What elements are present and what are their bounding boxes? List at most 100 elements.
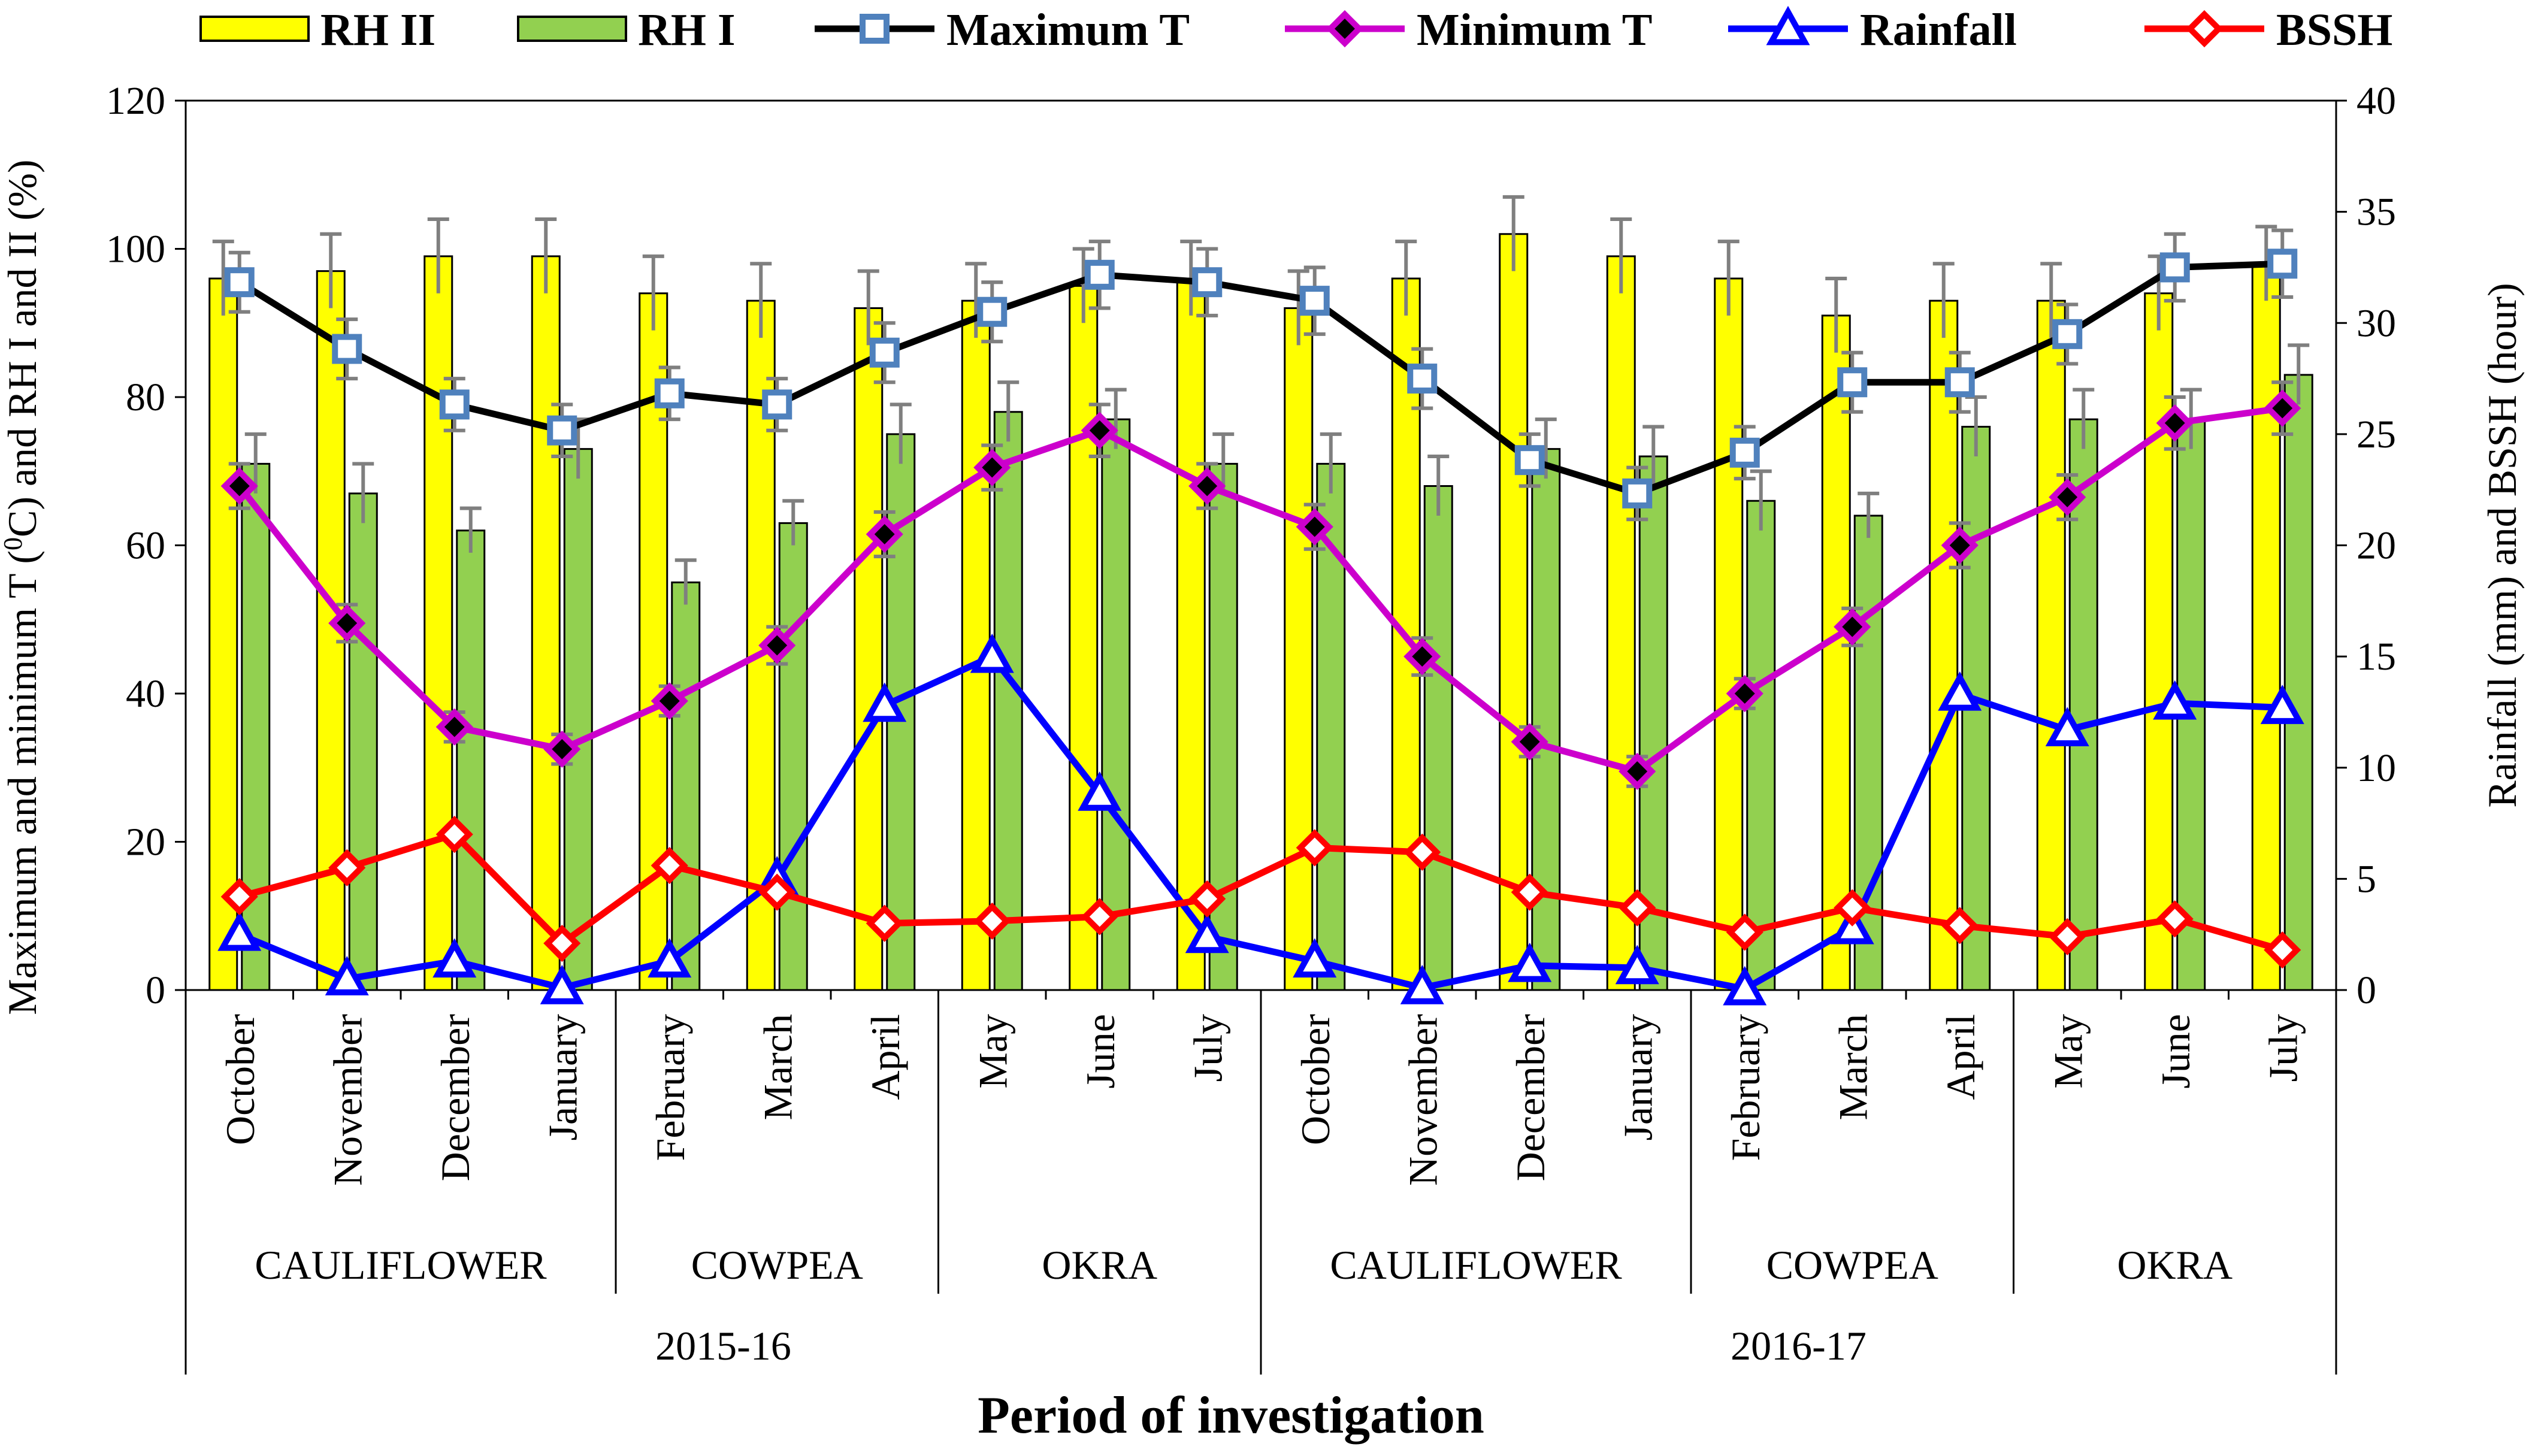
month-label: April: [1938, 1014, 1983, 1100]
legend-label-maximum-t: Maximum T: [946, 5, 1190, 55]
legend: RH II RH I Maximum T Minimum T Rainfall BSSH: [199, 5, 2392, 55]
point-maximum-t: [1299, 286, 1330, 316]
point-rainfall: [325, 956, 369, 995]
point-maximum-t: [1407, 364, 1438, 394]
point-bssh: [1726, 913, 1763, 951]
point-bssh: [220, 878, 258, 916]
month-label: October: [217, 1014, 263, 1145]
line-rainfall: [238, 653, 2283, 992]
axes: 0 20 40 60 80 100 120 0 5 10 15 20 25 30 35 40: [106, 79, 2396, 1375]
line-minimum-t: [237, 405, 2283, 775]
month-label: June: [2153, 1014, 2198, 1089]
y2-tick-label: 20: [2356, 524, 2396, 568]
point-maximum-t: [762, 389, 792, 420]
bar-rh-i: [2283, 374, 2313, 991]
point-bssh: [1941, 907, 1979, 945]
point-bssh: [973, 902, 1011, 940]
point-maximum-t: [1729, 437, 1760, 468]
point-minimum-t: [2049, 478, 2086, 516]
y2-tick-label: 0: [2356, 968, 2376, 1012]
point-maximum-t: [1192, 267, 1223, 298]
point-rainfall: [217, 911, 262, 951]
season-label: 2015-16: [655, 1323, 791, 1369]
legend-label-rh-i: RH I: [638, 5, 736, 55]
bar-rh-ii: [208, 277, 238, 991]
y2-tick-label: 30: [2356, 301, 2396, 345]
bar-rh-ii: [423, 255, 453, 991]
y2-tick-label: 40: [2356, 79, 2396, 123]
month-label: December: [1508, 1014, 1553, 1182]
y-tick-label: 120: [106, 79, 165, 123]
point-bssh: [1296, 829, 1333, 867]
bar-rh-ii: [1284, 307, 1314, 991]
point-maximum-t: [869, 337, 900, 368]
month-label: November: [325, 1014, 370, 1186]
point-minimum-t: [1188, 467, 1226, 505]
bar-rh-ii: [1929, 299, 1959, 991]
point-minimum-t: [1619, 752, 1656, 791]
legend-marker-maximum-t: [860, 14, 890, 44]
y2-tick-label: 15: [2356, 635, 2396, 679]
month-label: June: [1078, 1014, 1123, 1089]
point-bssh: [328, 849, 366, 886]
legend-marker-minimum-t: [1326, 10, 1364, 48]
legend-label-rh-ii: RH II: [320, 5, 435, 55]
bar-rh-i: [348, 492, 378, 991]
point-rainfall: [1293, 938, 1337, 978]
point-maximum-t: [654, 378, 685, 408]
bar-rh-ii: [1821, 314, 1851, 991]
y-tick-label: 100: [106, 228, 165, 271]
month-label: May: [970, 1014, 1015, 1089]
crop-label: COWPEA: [1766, 1242, 1938, 1288]
point-minimum-t: [1511, 723, 1548, 761]
point-rainfall: [1508, 942, 1552, 982]
point-minimum-t: [973, 449, 1011, 486]
bar-rh-ii: [854, 307, 884, 991]
line-series: [217, 228, 2304, 1006]
point-bssh: [866, 904, 903, 942]
point-rainfall: [432, 938, 477, 978]
point-minimum-t: [2264, 389, 2301, 427]
point-maximum-t: [439, 389, 470, 420]
bar-rh-ii: [531, 255, 561, 991]
point-bssh: [435, 816, 473, 853]
legend-label-minimum-t: Minimum T: [1417, 5, 1652, 55]
point-bssh: [2049, 918, 2086, 955]
point-bssh: [2264, 931, 2301, 969]
month-label: February: [1723, 1014, 1768, 1161]
point-bssh: [1188, 880, 1226, 918]
month-label: July: [2260, 1014, 2306, 1082]
legend-marker-rainfall: [1766, 5, 1810, 46]
month-label: May: [2045, 1014, 2091, 1089]
line-maximum-t: [237, 260, 2283, 497]
y-tick-label: 0: [146, 968, 165, 1012]
point-maximum-t: [332, 334, 362, 364]
month-label: March: [1830, 1014, 1875, 1120]
bar-rh-i: [671, 581, 701, 991]
month-label: December: [432, 1014, 478, 1182]
point-minimum-t: [1834, 608, 1871, 646]
bar-rh-i: [241, 462, 271, 991]
point-maximum-t: [1944, 367, 1975, 398]
crop-label: OKRA: [2117, 1242, 2233, 1288]
legend-swatch-rh-i: [517, 16, 627, 42]
point-bssh: [651, 847, 688, 885]
legend-label-bssh: BSSH: [2276, 5, 2392, 55]
y-tick-label: 80: [126, 376, 165, 419]
point-minimum-t: [435, 708, 473, 746]
point-rainfall: [2260, 685, 2304, 724]
x-axis-title: Period of investigation: [978, 1387, 1484, 1445]
y-axis-title: Maximum and minimum T (0C) and RH I and …: [0, 159, 45, 1015]
point-bssh: [1511, 873, 1548, 911]
point-rainfall: [2045, 707, 2089, 747]
y-axis-title-part: C) and RH I and II (%): [0, 159, 45, 537]
bar-rh-ii: [1499, 233, 1529, 991]
y2-tick-label: 10: [2356, 746, 2396, 790]
bar-rh-ii: [2036, 299, 2066, 991]
month-label: February: [648, 1014, 693, 1161]
bar-rh-ii: [1606, 255, 1636, 991]
point-bssh: [1619, 889, 1656, 927]
point-rainfall: [1615, 945, 1659, 985]
point-maximum-t: [2159, 252, 2190, 283]
